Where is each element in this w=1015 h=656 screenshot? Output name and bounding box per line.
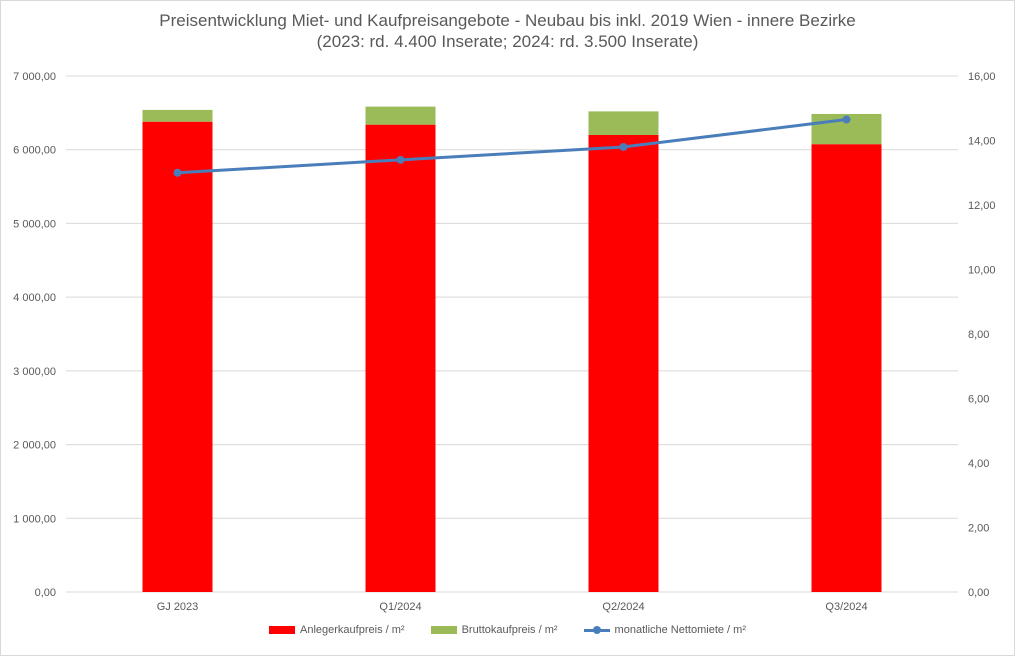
y-left-tick-label: 6 000,00 xyxy=(13,145,56,157)
x-tick-label: GJ 2023 xyxy=(157,601,199,613)
legend-swatch-red xyxy=(269,626,296,634)
bar-anlegerkaufpreis xyxy=(588,134,659,592)
y-left-tick-label: 3 000,00 xyxy=(13,366,56,378)
y-right-tick-label: 4,00 xyxy=(968,458,989,470)
legend-item-bruttokaufpreis: Bruttokaufpreis / m² xyxy=(430,624,558,636)
legend-item-nettomiete: monatliche Nettomiete / m² xyxy=(583,624,746,636)
y-left-tick-label: 7 000,00 xyxy=(13,71,56,83)
y-left-tick-label: 0,00 xyxy=(35,587,56,599)
chart-title-line2: (2023: rd. 4.400 Inserate; 2024: rd. 3.5… xyxy=(316,32,699,51)
x-tick-label: Q1/2024 xyxy=(379,601,421,613)
bar-bruttokaufpreis xyxy=(588,111,659,135)
bar-anlegerkaufpreis xyxy=(365,124,436,592)
chart-title-line1: Preisentwicklung Miet- und Kaufpreisange… xyxy=(159,11,856,30)
bar-bruttokaufpreis xyxy=(142,109,213,122)
y-left-tick-label: 5 000,00 xyxy=(13,218,56,230)
y-right-tick-label: 0,00 xyxy=(968,587,989,599)
chart-legend: Anlegerkaufpreis / m² Bruttokaufpreis / … xyxy=(0,624,1015,636)
bar-anlegerkaufpreis xyxy=(142,121,213,593)
x-tick-label: Q2/2024 xyxy=(602,601,644,613)
y-right-tick-label: 2,00 xyxy=(968,523,989,535)
point-nettomiete xyxy=(619,142,628,151)
y-right-tick-label: 16,00 xyxy=(968,71,996,83)
y-right-tick-label: 10,00 xyxy=(968,265,996,277)
y-right-tick-label: 8,00 xyxy=(968,329,989,341)
legend-label-nettomiete: monatliche Nettomiete / m² xyxy=(614,624,746,636)
point-nettomiete xyxy=(842,115,851,124)
y-right-tick-label: 6,00 xyxy=(968,394,989,406)
chart-title: Preisentwicklung Miet- und Kaufpreisange… xyxy=(0,10,1015,52)
point-nettomiete xyxy=(396,155,405,164)
y-right-tick-label: 14,00 xyxy=(968,136,996,148)
point-nettomiete xyxy=(173,168,182,177)
legend-item-anlegerkaufpreis: Anlegerkaufpreis / m² xyxy=(269,624,405,636)
y-left-tick-label: 1 000,00 xyxy=(13,513,56,525)
y-left-tick-label: 2 000,00 xyxy=(13,440,56,452)
bar-bruttokaufpreis xyxy=(365,106,436,125)
y-left-tick-label: 4 000,00 xyxy=(13,292,56,304)
x-tick-label: Q3/2024 xyxy=(825,601,867,613)
legend-label-anlegerkaufpreis: Anlegerkaufpreis / m² xyxy=(300,624,405,636)
legend-swatch-line xyxy=(583,625,610,635)
legend-swatch-green xyxy=(430,626,457,634)
line-nettomiete xyxy=(177,118,847,175)
bar-anlegerkaufpreis xyxy=(811,144,882,592)
legend-label-bruttokaufpreis: Bruttokaufpreis / m² xyxy=(461,624,558,636)
y-right-tick-label: 12,00 xyxy=(968,200,996,212)
